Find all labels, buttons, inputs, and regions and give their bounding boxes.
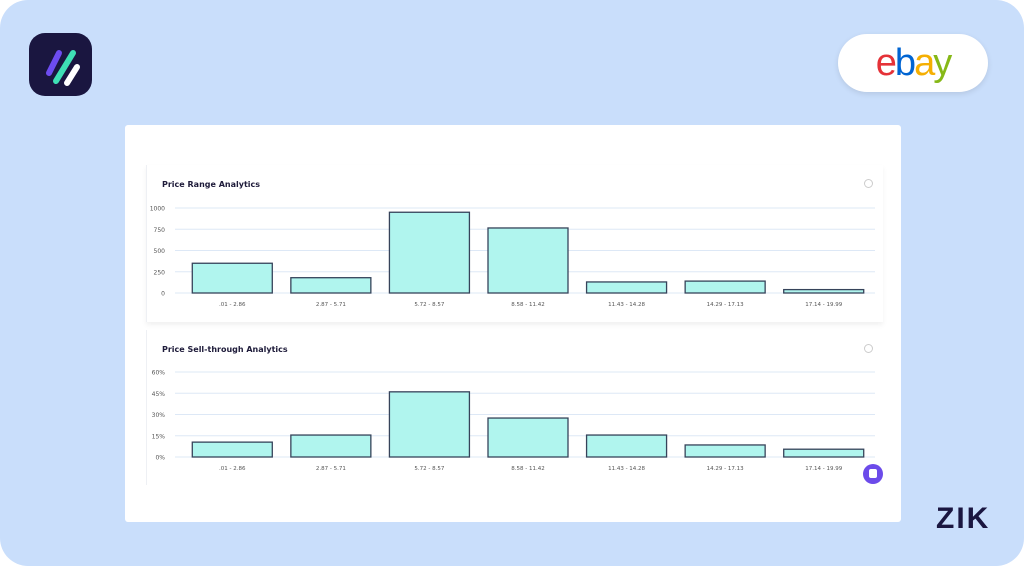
bar (783, 448, 865, 458)
bar (191, 441, 273, 458)
bar (290, 277, 372, 294)
chart-title: Price Sell-through Analytics (162, 345, 288, 354)
x-tick-label: 17.14 - 19.99 (805, 302, 842, 308)
app-logo (29, 33, 92, 96)
chart-title: Price Range Analytics (162, 180, 261, 189)
x-tick-label: 8.58 - 11.42 (511, 302, 544, 308)
bar (388, 211, 471, 294)
chat-icon (869, 469, 877, 478)
y-tick-label: 250 (154, 269, 166, 276)
y-tick-label: 60% (152, 370, 166, 377)
x-tick-label: 2.87 - 5.71 (316, 466, 346, 472)
x-tick-label: 5.72 - 8.57 (414, 302, 444, 308)
x-tick-label: 11.43 - 14.28 (608, 302, 645, 308)
x-tick-label: 14.29 - 17.13 (707, 302, 744, 308)
bar (487, 227, 569, 294)
y-tick-label: 45% (152, 391, 166, 398)
y-tick-label: 0% (155, 455, 165, 462)
bar (487, 417, 569, 458)
y-tick-label: 750 (154, 227, 166, 234)
help-icon[interactable] (864, 179, 873, 188)
bar (290, 434, 372, 458)
x-tick-label: .01 - 2.86 (219, 466, 246, 472)
bar (783, 288, 865, 294)
bar (585, 281, 668, 294)
bar (684, 444, 766, 458)
sell-through-card: Price Sell-through Analytics 0% 15% 30% 45%… (146, 330, 883, 485)
sell-through-chart: 0% 15% 30% 45% 60% .01 - 2.86 2.87 - 5.71 5.72 … (152, 370, 875, 472)
y-tick-label: 0 (161, 291, 165, 298)
x-tick-label: 14.29 - 17.13 (707, 466, 744, 472)
y-tick-label: 500 (154, 248, 166, 255)
x-tick-label: 2.87 - 5.71 (316, 302, 346, 308)
x-tick-label: 5.72 - 8.57 (414, 466, 444, 472)
bar (684, 280, 766, 294)
zik-watermark: ZIK (936, 502, 991, 535)
y-tick-label: 30% (152, 412, 166, 419)
bar (585, 434, 668, 458)
chat-button[interactable] (863, 464, 883, 484)
price-range-card: Price Range Analytics 0 250 500 750 1000 .01 … (146, 165, 883, 322)
x-tick-label: 17.14 - 19.99 (805, 466, 842, 472)
x-tick-label: .01 - 2.86 (219, 302, 246, 308)
price-range-chart: 0 250 500 750 1000 .01 - 2.86 2.87 - 5.71 5.72 … (150, 206, 875, 308)
y-tick-label: 1000 (150, 206, 165, 213)
x-tick-label: 11.43 - 14.28 (608, 466, 645, 472)
slash-stripes-icon (46, 50, 80, 86)
y-tick-label: 15% (152, 433, 166, 440)
help-icon[interactable] (864, 344, 873, 353)
bar (388, 391, 471, 458)
x-tick-label: 8.58 - 11.42 (511, 466, 544, 472)
bar (191, 262, 273, 294)
